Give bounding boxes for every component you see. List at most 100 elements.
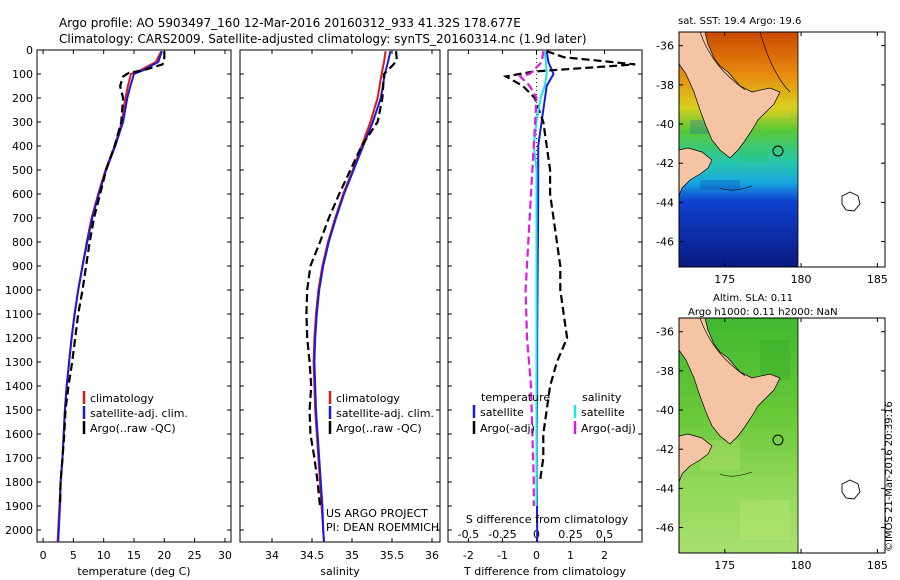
map-x-tick-label: 180	[791, 559, 812, 572]
x-tick-label: 20	[157, 549, 171, 562]
difference-axes-frame	[447, 49, 643, 543]
x-tick-label: 25	[188, 549, 202, 562]
salinity-series-argo-raw-qc-	[305, 51, 398, 507]
y-tick-label: 1500	[5, 404, 33, 417]
top-tick-label: -0.5	[458, 528, 479, 541]
map-y-tick-label: -36	[656, 40, 674, 53]
x-tick-label: -1	[497, 549, 508, 562]
legend-title-temperature: temperature	[481, 391, 550, 404]
y-tick-label: 400	[12, 140, 33, 153]
x-tick-label: 34	[265, 549, 279, 562]
legend-label: Argo(-adj)	[581, 422, 636, 435]
y-tick-label: 1800	[5, 476, 33, 489]
map-y-tick-label: -44	[656, 482, 674, 495]
legend-label: satellite-adj. clim.	[90, 407, 188, 420]
x-tick-label: 2	[601, 549, 608, 562]
x-tick-label: 36	[425, 549, 439, 562]
difference-legend: temperature salinity satellite Argo(-adj…	[472, 391, 636, 435]
y-tick-label: 600	[12, 188, 33, 201]
sst-chatham-islands	[841, 191, 861, 212]
sst-map	[678, 31, 886, 268]
y-tick-label: 1700	[5, 452, 33, 465]
map-y-tick-label: -36	[656, 326, 674, 339]
x-tick-label: -2	[463, 549, 474, 562]
temperature-axes-frame	[36, 49, 232, 543]
salinity-axes-frame	[239, 49, 441, 543]
credit-project: US ARGO PROJECT	[326, 507, 428, 520]
salinity-series-satellite-adj-clim-	[313, 50, 392, 542]
x-tick-label: 0	[533, 549, 540, 562]
y-tick-label: 900	[12, 260, 33, 273]
salinity-xlabel: salinity	[320, 565, 360, 578]
y-tick-label: 200	[12, 92, 33, 105]
difference-series-satellite	[532, 51, 548, 506]
argo-location-marker	[772, 434, 784, 446]
temperature-series-climatology	[56, 50, 163, 542]
x-tick-label: 10	[97, 549, 111, 562]
legend-label: Argo(..raw -QC)	[336, 422, 422, 435]
sla-map	[678, 317, 886, 554]
figure-title-line1: Argo profile: AO 5903497_160 12-Mar-2016…	[59, 16, 521, 30]
sst-north-island	[678, 31, 781, 159]
top-tick-label: 0.5	[596, 528, 614, 541]
temperature-xlabel: temperature (deg C)	[77, 565, 190, 578]
legend-label: satellite	[581, 406, 625, 419]
y-tick-label: 1200	[5, 332, 33, 345]
figure-title-line2: Climatology: CARS2009. Satellite-adjuste…	[59, 32, 587, 46]
map-y-tick-label: -40	[656, 118, 674, 131]
legend-label: Argo(..raw -QC)	[90, 422, 176, 435]
temperature-series-satellite-adj-clim-	[57, 50, 163, 542]
temperature-series-argo-raw-qc-	[58, 51, 166, 507]
y-tick-label: 0	[26, 44, 33, 57]
map-x-tick-label: 180	[791, 273, 812, 286]
sla-map-title-line2: Argo h1000: 0.11 h2000: NaN	[688, 307, 838, 318]
y-tick-label: 1100	[5, 308, 33, 321]
x-tick-label: 35	[345, 549, 359, 562]
difference-xlabel: T difference from climatology	[463, 565, 626, 578]
sla-map-title-line1: Altim. SLA: 0.11	[713, 293, 793, 304]
map-y-tick-label: -46	[656, 236, 674, 249]
legend-label: satellite-adj. clim.	[336, 407, 434, 420]
legend-title-salinity: salinity	[582, 391, 622, 404]
map-x-tick-label: 185	[867, 273, 888, 286]
map-x-tick-label: 185	[867, 559, 888, 572]
y-tick-label: 100	[12, 68, 33, 81]
y-tick-label: 700	[12, 212, 33, 225]
y-tick-label: 1900	[5, 500, 33, 513]
map-y-tick-label: -44	[656, 196, 674, 209]
difference-series-argo-adj-	[502, 50, 636, 483]
x-tick-label: 15	[127, 549, 141, 562]
y-tick-label: 800	[12, 236, 33, 249]
sla-map-axes-frame	[678, 317, 886, 554]
x-tick-label: 5	[70, 549, 77, 562]
x-tick-label: 35.5	[380, 549, 405, 562]
top-tick-label: -0.25	[488, 528, 516, 541]
map-y-tick-label: -42	[656, 157, 674, 170]
sla-chatham-islands	[841, 479, 861, 500]
sst-south-island	[678, 147, 713, 197]
difference-series-satellite	[535, 51, 555, 542]
legend-label: climatology	[90, 392, 154, 405]
y-tick-label: 1600	[5, 428, 33, 441]
map-y-tick-label: -42	[656, 443, 674, 456]
y-tick-label: 500	[12, 164, 33, 177]
sla-north-island	[678, 317, 781, 445]
salinity-legend: climatology satellite-adj. clim. Argo(..…	[328, 391, 434, 435]
map-x-tick-label: 175	[714, 559, 735, 572]
x-tick-label: 34.5	[300, 549, 325, 562]
difference-series-argo-adj-	[518, 51, 545, 506]
sst-map-title: sat. SST: 19.4 Argo: 19.6	[678, 16, 801, 27]
temperature-legend: climatology satellite-adj. clim. Argo(..…	[82, 391, 188, 435]
x-tick-label: 30	[218, 549, 232, 562]
map-y-tick-label: -46	[656, 522, 674, 535]
map-y-tick-label: -40	[656, 404, 674, 417]
y-tick-label: 1400	[5, 380, 33, 393]
map-y-tick-label: -38	[656, 365, 674, 378]
top-tick-label: 0.25	[558, 528, 583, 541]
x-tick-label: 1	[567, 549, 574, 562]
imos-timestamp: ©IMOS 21-Mar-2016 20:39:16	[884, 401, 895, 552]
map-y-tick-label: -38	[656, 79, 674, 92]
credit-pi: PI: DEAN ROEMMICH	[326, 521, 439, 534]
salinity-series-climatology	[312, 51, 387, 542]
